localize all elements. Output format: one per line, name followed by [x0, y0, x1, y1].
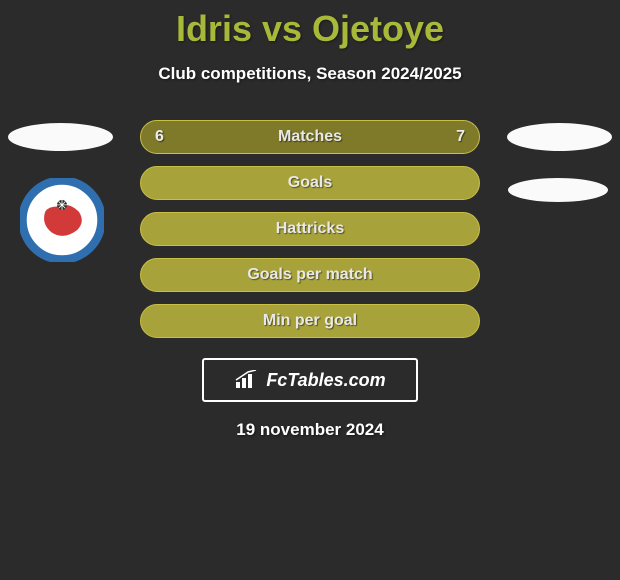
stat-row: Goals [140, 166, 480, 200]
stat-label: Goals per match [247, 266, 372, 284]
stat-label: Matches [278, 128, 342, 146]
stat-row: Goals per match [140, 258, 480, 292]
stat-label: Min per goal [263, 312, 357, 330]
stat-value-left: 6 [155, 128, 164, 146]
date-text: 19 november 2024 [0, 420, 620, 440]
brand-text: FcTables.com [266, 370, 385, 391]
brand-box: FcTables.com [202, 358, 418, 402]
stat-row: 6 7 Matches [140, 120, 480, 154]
stat-value-right: 7 [456, 128, 465, 146]
stat-row: Min per goal [140, 304, 480, 338]
page-title: Idris vs Ojetoye [0, 0, 620, 50]
stats-container: 6 7 Matches Goals Hattricks Goals per match Mi… [140, 120, 480, 350]
player-left-avatar-placeholder [8, 123, 113, 151]
stat-row: Hattricks [140, 212, 480, 246]
stat-label: Hattricks [276, 220, 344, 238]
brand-chart-icon [234, 370, 260, 390]
player-right-avatar-placeholder [507, 123, 612, 151]
page-subtitle: Club competitions, Season 2024/2025 [0, 64, 620, 84]
stat-fill-left [141, 121, 296, 153]
club-left-badge [20, 178, 104, 262]
stat-label: Goals [288, 174, 332, 192]
club-right-placeholder [508, 178, 608, 202]
